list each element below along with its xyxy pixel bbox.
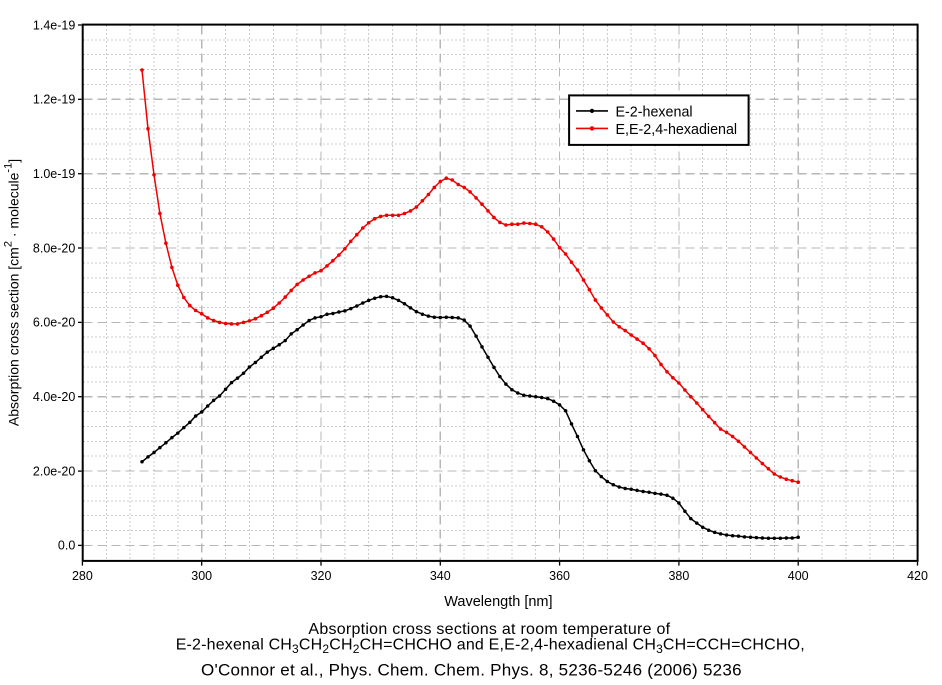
svg-text:O'Connor et al., Phys. Chem. C: O'Connor et al., Phys. Chem. Chem. Phys.… <box>201 661 742 680</box>
svg-text:6.0e-20: 6.0e-20 <box>33 316 75 330</box>
svg-text:340: 340 <box>430 569 451 583</box>
svg-text:Wavelength [nm]: Wavelength [nm] <box>444 594 552 610</box>
svg-text:2.0e-20: 2.0e-20 <box>33 464 75 478</box>
svg-text:320: 320 <box>311 569 332 583</box>
svg-text:360: 360 <box>549 569 570 583</box>
svg-text:E,E-2,4-hexadienal: E,E-2,4-hexadienal <box>616 122 738 138</box>
svg-text:Absorption cross sections at r: Absorption cross sections at room temper… <box>308 621 670 638</box>
svg-text:1.4e-19: 1.4e-19 <box>33 18 75 32</box>
svg-text:380: 380 <box>668 569 689 583</box>
svg-text:1.0e-19: 1.0e-19 <box>33 167 75 181</box>
svg-text:E-2-hexenal CH3CH2CH2CH=CHCHO: E-2-hexenal CH3CH2CH2CH=CHCHO and E,E-2,… <box>176 636 805 656</box>
svg-text:300: 300 <box>191 569 212 583</box>
svg-text:280: 280 <box>72 569 93 583</box>
svg-text:Absorption cross section [cm2: Absorption cross section [cm2 · molecule… <box>3 159 22 426</box>
svg-text:4.0e-20: 4.0e-20 <box>33 390 75 404</box>
svg-text:0.0: 0.0 <box>58 539 75 553</box>
svg-text:400: 400 <box>788 569 809 583</box>
svg-text:1.2e-19: 1.2e-19 <box>33 93 75 107</box>
svg-text:E-2-hexenal: E-2-hexenal <box>616 105 693 121</box>
svg-text:420: 420 <box>907 569 928 583</box>
svg-text:8.0e-20: 8.0e-20 <box>33 241 75 255</box>
